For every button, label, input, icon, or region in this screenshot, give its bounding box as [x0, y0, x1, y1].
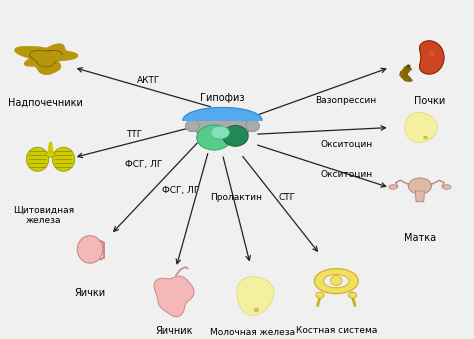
- Text: Молочная железа: Молочная железа: [210, 328, 295, 337]
- Text: Пролактин: Пролактин: [210, 193, 263, 202]
- Text: Матка: Матка: [404, 233, 436, 243]
- Polygon shape: [48, 143, 53, 152]
- Ellipse shape: [323, 275, 349, 288]
- Ellipse shape: [246, 120, 260, 132]
- Text: Надпочечники: Надпочечники: [9, 98, 83, 107]
- Polygon shape: [15, 44, 78, 74]
- Polygon shape: [405, 113, 438, 143]
- Ellipse shape: [348, 292, 357, 298]
- Text: АКТГ: АКТГ: [137, 76, 160, 85]
- Ellipse shape: [314, 268, 358, 294]
- Text: Гипофиз: Гипофиз: [200, 93, 245, 102]
- Ellipse shape: [424, 136, 428, 139]
- Polygon shape: [415, 191, 425, 202]
- Text: Костная система: Костная система: [296, 326, 377, 335]
- Ellipse shape: [211, 126, 229, 139]
- Ellipse shape: [316, 292, 324, 298]
- Text: Яичник: Яичник: [155, 326, 192, 336]
- Polygon shape: [237, 277, 274, 316]
- Ellipse shape: [330, 276, 342, 285]
- Text: Окситоцин: Окситоцин: [320, 140, 372, 149]
- Polygon shape: [154, 276, 194, 317]
- Ellipse shape: [254, 308, 259, 312]
- Text: Почки: Почки: [413, 96, 445, 106]
- Ellipse shape: [185, 120, 199, 132]
- Polygon shape: [419, 41, 444, 74]
- Text: ТТГ: ТТГ: [126, 130, 142, 139]
- Ellipse shape: [197, 125, 231, 150]
- Text: СТГ: СТГ: [279, 193, 296, 202]
- Text: Окситоцин: Окситоцин: [320, 170, 372, 179]
- Text: ФСГ, ЛГ: ФСГ, ЛГ: [162, 186, 200, 196]
- Ellipse shape: [389, 185, 397, 189]
- Text: Яички: Яички: [74, 288, 106, 298]
- Ellipse shape: [428, 51, 434, 57]
- Ellipse shape: [77, 236, 103, 263]
- Ellipse shape: [408, 178, 431, 194]
- Ellipse shape: [443, 185, 451, 189]
- Text: ФСГ, ЛГ: ФСГ, ЛГ: [125, 160, 162, 169]
- Polygon shape: [190, 119, 255, 133]
- Text: Щитовидная
железа: Щитовидная железа: [13, 206, 74, 225]
- Ellipse shape: [223, 125, 248, 146]
- Text: Вазопрессин: Вазопрессин: [315, 96, 377, 105]
- Ellipse shape: [46, 151, 55, 157]
- Ellipse shape: [27, 147, 49, 171]
- Polygon shape: [183, 107, 262, 120]
- Ellipse shape: [53, 147, 75, 171]
